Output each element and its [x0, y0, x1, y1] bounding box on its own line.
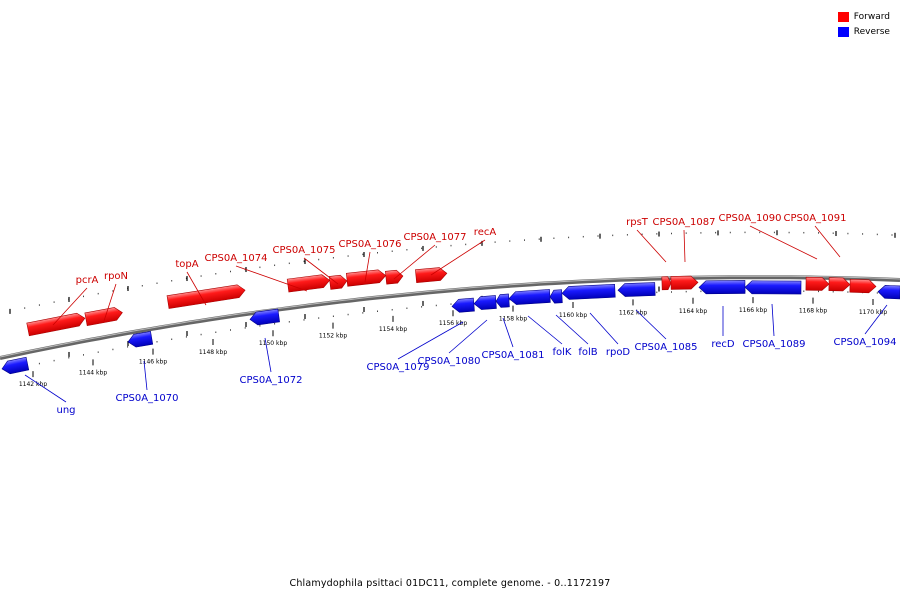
- gene-features: [1, 267, 900, 375]
- gene-label: recA: [474, 227, 497, 238]
- gene-label: CPS0A_1076: [338, 239, 401, 250]
- legend-forward: Forward: [837, 9, 890, 24]
- reverse-gene-cps0a_1079: [451, 297, 475, 313]
- gene-label: CPS0A_1081: [481, 350, 544, 361]
- forward-gene-rpon: [84, 307, 123, 327]
- axis-tick-label: 1150 kbp: [259, 340, 287, 347]
- axis-tick-label: 1146 kbp: [139, 359, 167, 366]
- axis-tick-label: 1144 kbp: [79, 369, 107, 376]
- gene-label: rpsT: [626, 217, 649, 228]
- reverse-gene-cps0a_1080: [473, 295, 497, 310]
- reverse-gene-folk: [508, 289, 551, 305]
- forward-gene-pcra: [26, 312, 86, 337]
- gene-label: CPS0A_1080: [417, 356, 480, 367]
- gene-label: folK: [553, 347, 572, 358]
- forward-gene-cps0a_1091: [849, 278, 877, 294]
- axis-tick-label: 1152 kbp: [319, 333, 347, 340]
- axis-tick-label: 1162 kbp: [619, 309, 647, 316]
- axis-tick-label: 1142 kbp: [19, 381, 47, 388]
- gene-label: CPS0A_1079: [366, 362, 429, 373]
- reverse-gene-folb: [549, 289, 563, 304]
- gene-label: rpoD: [606, 347, 631, 358]
- reverse-gene-cps0a_1089: [744, 280, 802, 295]
- legend-forward-label: Forward: [853, 11, 890, 22]
- gene-label: recD: [711, 339, 735, 350]
- forward-gene-cps0a_1074: [286, 274, 331, 293]
- gene-label: CPS0A_1094: [833, 337, 896, 348]
- gene-label: CPS0A_1070: [115, 393, 178, 404]
- gene-label: pcrA: [76, 275, 99, 286]
- track-lines: [0, 275, 900, 360]
- axis-tick-label: 1168 kbp: [799, 308, 827, 315]
- reverse-gene-rpod: [561, 283, 616, 300]
- axis-tick-label: 1148 kbp: [199, 349, 227, 356]
- gene-label: CPS0A_1085: [634, 342, 697, 353]
- axis-tick-label: 1170 kbp: [859, 309, 887, 316]
- gene-label: topA: [175, 259, 198, 270]
- forward-swatch: [837, 11, 849, 22]
- forward-gene-topa: [166, 284, 246, 309]
- axis-tick-label: 1158 kbp: [499, 316, 527, 323]
- reverse-gene-recd: [698, 280, 746, 295]
- gene-label: ung: [56, 405, 75, 416]
- gene-label: rpoN: [104, 271, 128, 282]
- legend-reverse: Reverse: [837, 24, 890, 39]
- reverse-gene-ung: [1, 356, 30, 375]
- genome-caption: Chlamydophila psittaci 01DC11, complete …: [289, 578, 611, 589]
- axis-tick-label: 1166 kbp: [739, 307, 767, 314]
- gene-label: CPS0A_1072: [239, 375, 302, 386]
- axis-tick-label: 1154 kbp: [379, 326, 407, 333]
- forward-gene-cps0a_1075: [328, 274, 348, 290]
- forward-gene-cps0a_1077: [385, 269, 404, 285]
- gene-label: CPS0A_1074: [204, 253, 267, 264]
- forward-gene-cps0a_1087: [670, 275, 699, 290]
- gene-label: folB: [578, 347, 597, 358]
- legend-reverse-label: Reverse: [853, 26, 890, 37]
- gene-label: CPS0A_1075: [272, 245, 335, 256]
- reverse-gene-cps0a_1085: [617, 282, 656, 297]
- reverse-gene-cps0a_1094: [877, 285, 900, 300]
- gene-label: CPS0A_1087: [652, 217, 715, 228]
- gene-label: CPS0A_1091: [783, 213, 846, 224]
- reverse-gene-cps0a_1081: [495, 293, 510, 308]
- axis-tick-label: 1160 kbp: [559, 312, 587, 319]
- reverse-gene-cps0a_1070: [127, 331, 154, 348]
- gene-labels: pcrA rpoNtopACPS0A_1074CPS0A_1075CPS0A_10…: [24, 213, 897, 416]
- gene-label: CPS0A_1077: [403, 232, 466, 243]
- forward-gene-rpst: [661, 276, 672, 291]
- axis-tick-label: 1164 kbp: [679, 308, 707, 315]
- reverse-swatch: [837, 26, 849, 37]
- legend: Forward Reverse: [837, 9, 890, 39]
- forward-gene-unlabeled: [828, 277, 851, 292]
- axis-ticks: 1142 kbp 1144 kbp 1146 kbp 1148 kbp 1150 kbp…: [9, 230, 896, 388]
- axis-tick-label: 1156 kbp: [439, 320, 467, 327]
- gene-label: CPS0A_1089: [742, 339, 805, 350]
- gene-label: CPS0A_1090: [718, 213, 781, 224]
- forward-gene-cps0a_1090: [805, 276, 830, 291]
- reverse-gene-cps0a_1072: [249, 308, 280, 326]
